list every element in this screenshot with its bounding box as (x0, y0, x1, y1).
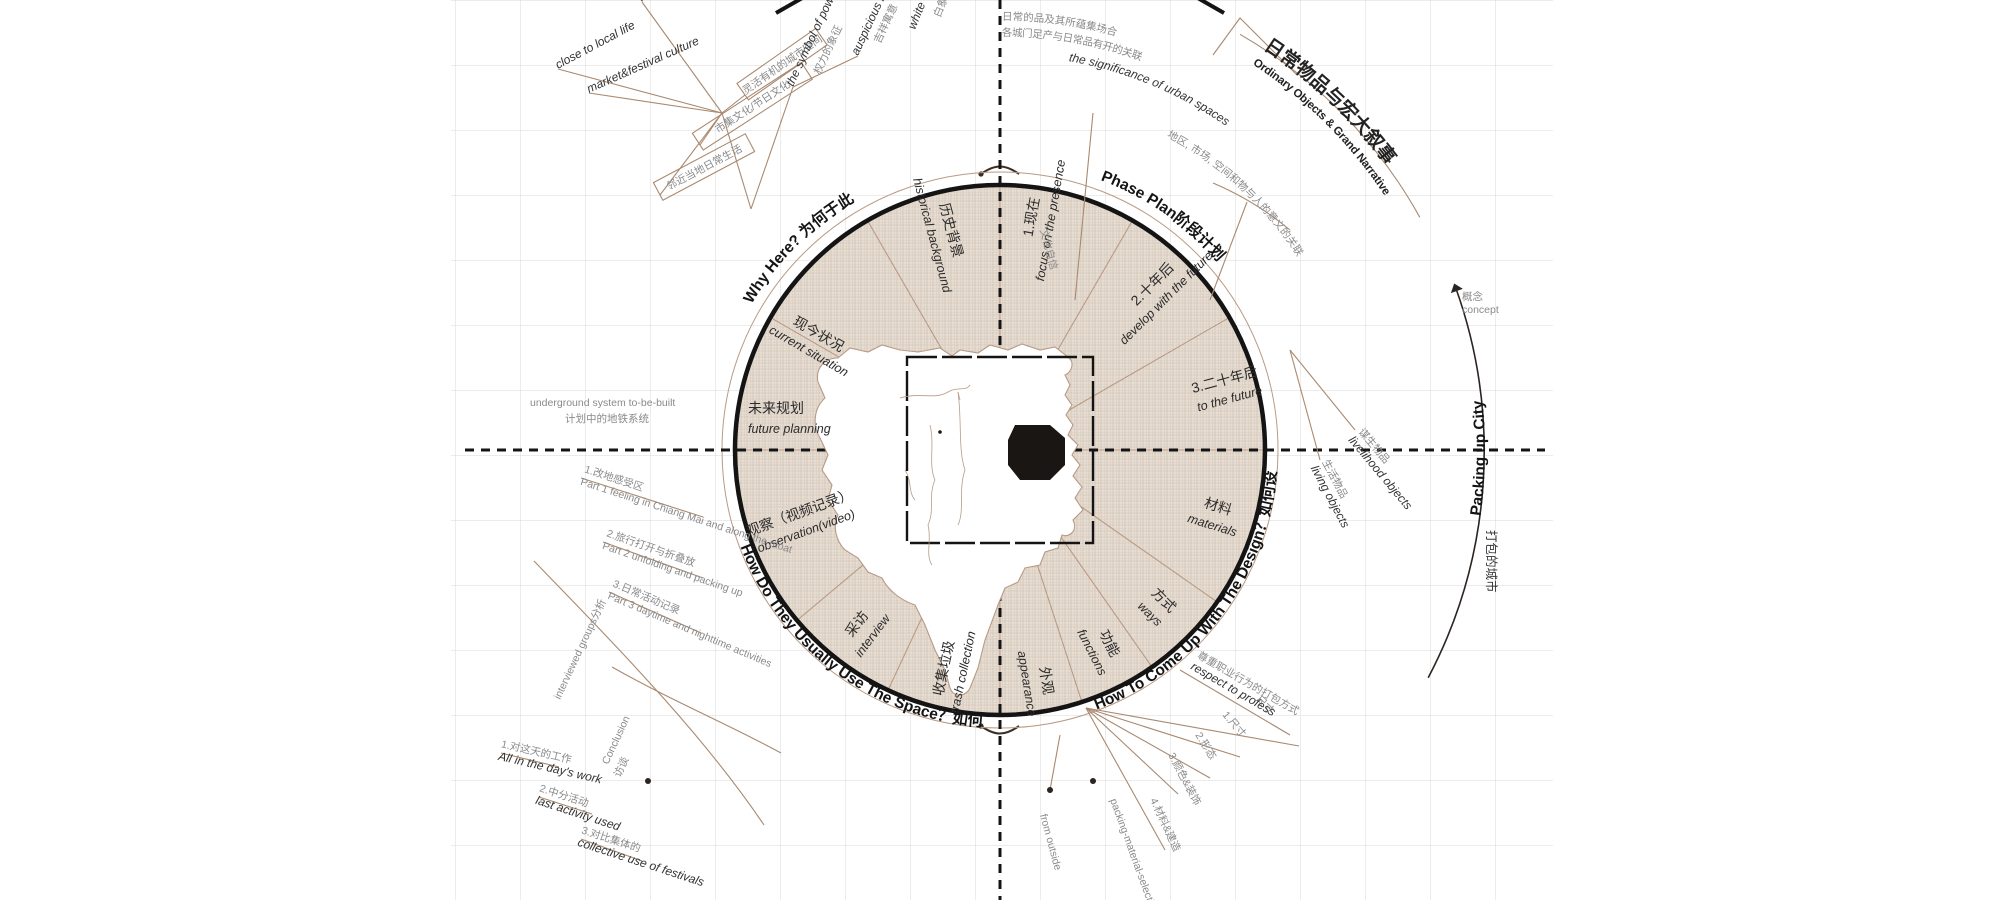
svg-text:打包的城市: 打包的城市 (1484, 530, 1499, 593)
svg-text:概念: 概念 (1462, 290, 1484, 303)
svg-text:future planning: future planning (748, 422, 831, 436)
svg-text:未来规划: 未来规划 (748, 400, 804, 416)
svg-text:concept: concept (1462, 304, 1499, 316)
svg-text:计划中的地铁系统: 计划中的地铁系统 (565, 412, 649, 425)
svg-text:underground system to-be-built: underground system to-be-built (530, 397, 675, 409)
